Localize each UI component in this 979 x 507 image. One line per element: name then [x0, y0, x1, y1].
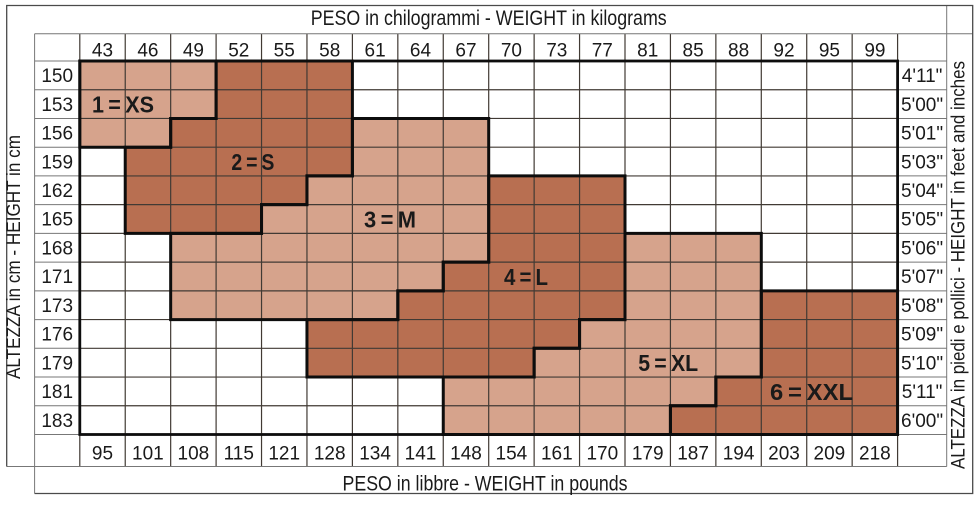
- svg-text:194: 194: [723, 444, 755, 465]
- svg-text:5'07": 5'07": [901, 267, 943, 288]
- svg-text:173: 173: [41, 296, 73, 317]
- svg-text:5'01": 5'01": [901, 124, 943, 145]
- svg-text:5'05": 5'05": [901, 210, 943, 231]
- svg-text:150: 150: [41, 66, 73, 87]
- svg-text:58: 58: [319, 41, 340, 62]
- svg-text:95: 95: [92, 444, 113, 465]
- svg-text:2 = S: 2 = S: [231, 149, 274, 175]
- svg-text:5'00": 5'00": [901, 95, 943, 116]
- svg-text:92: 92: [773, 41, 794, 62]
- svg-text:73: 73: [546, 41, 567, 62]
- svg-text:165: 165: [41, 210, 73, 231]
- svg-text:6 = XXL: 6 = XXL: [770, 379, 853, 405]
- svg-text:49: 49: [183, 41, 204, 62]
- svg-text:121: 121: [268, 444, 300, 465]
- svg-text:187: 187: [677, 444, 709, 465]
- svg-text:5'08": 5'08": [901, 296, 943, 317]
- svg-text:5'04": 5'04": [901, 181, 943, 202]
- svg-text:81: 81: [637, 41, 658, 62]
- svg-text:128: 128: [314, 444, 346, 465]
- svg-text:PESO in libbre - WEIGHT in po: PESO in libbre - WEIGHT in pounds: [343, 473, 628, 496]
- svg-text:161: 161: [541, 444, 573, 465]
- svg-text:4'11": 4'11": [902, 66, 943, 87]
- svg-text:176: 176: [41, 325, 73, 346]
- svg-text:64: 64: [410, 41, 432, 62]
- svg-text:209: 209: [814, 444, 846, 465]
- svg-text:55: 55: [274, 41, 295, 62]
- svg-text:61: 61: [365, 41, 386, 62]
- svg-text:77: 77: [592, 41, 613, 62]
- svg-text:154: 154: [496, 444, 528, 465]
- svg-text:ALTEZZA in piedi e pollici - H: ALTEZZA in piedi e pollici - HEIGHT in f…: [948, 61, 969, 469]
- svg-text:5 = XL: 5 = XL: [638, 350, 698, 376]
- svg-text:PESO in chilogrammi - WEIGHT: PESO in chilogrammi - WEIGHT in kilogram…: [311, 7, 667, 30]
- svg-text:99: 99: [864, 41, 885, 62]
- svg-text:85: 85: [683, 41, 704, 62]
- svg-text:95: 95: [819, 41, 840, 62]
- svg-text:5'09": 5'09": [901, 325, 943, 346]
- svg-text:153: 153: [41, 95, 73, 116]
- svg-text:88: 88: [728, 41, 749, 62]
- svg-text:181: 181: [41, 382, 73, 403]
- svg-text:168: 168: [41, 239, 73, 260]
- svg-text:183: 183: [41, 411, 73, 432]
- svg-text:134: 134: [359, 444, 391, 465]
- svg-text:141: 141: [405, 444, 437, 465]
- svg-text:70: 70: [501, 41, 522, 62]
- svg-text:46: 46: [137, 41, 158, 62]
- svg-text:67: 67: [455, 41, 476, 62]
- svg-text:108: 108: [178, 444, 210, 465]
- svg-text:101: 101: [132, 444, 164, 465]
- svg-text:6'00": 6'00": [901, 411, 943, 432]
- svg-text:43: 43: [92, 41, 113, 62]
- svg-text:52: 52: [228, 41, 249, 62]
- svg-text:5'03": 5'03": [901, 152, 943, 173]
- svg-text:170: 170: [586, 444, 618, 465]
- svg-text:179: 179: [41, 353, 73, 374]
- svg-text:156: 156: [41, 124, 73, 145]
- svg-text:115: 115: [224, 444, 254, 465]
- svg-text:159: 159: [41, 152, 73, 173]
- svg-text:203: 203: [768, 444, 800, 465]
- svg-text:5'10": 5'10": [901, 353, 943, 374]
- svg-text:162: 162: [41, 181, 73, 202]
- svg-text:218: 218: [859, 444, 891, 465]
- svg-text:1 = XS: 1 = XS: [92, 92, 154, 118]
- svg-text:3 = M: 3 = M: [364, 206, 416, 232]
- svg-text:5'06": 5'06": [901, 239, 943, 260]
- svg-text:148: 148: [450, 444, 482, 465]
- svg-text:4 = L: 4 = L: [504, 264, 548, 290]
- svg-text:171: 171: [41, 267, 73, 288]
- svg-text:5'11": 5'11": [902, 382, 943, 403]
- svg-text:ALTEZZA in cm - HEIGHT in cm: ALTEZZA in cm - HEIGHT in cm: [4, 135, 25, 379]
- svg-text:179: 179: [632, 444, 664, 465]
